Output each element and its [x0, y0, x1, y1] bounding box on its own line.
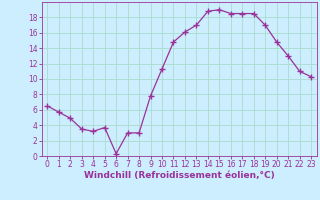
X-axis label: Windchill (Refroidissement éolien,°C): Windchill (Refroidissement éolien,°C) — [84, 171, 275, 180]
